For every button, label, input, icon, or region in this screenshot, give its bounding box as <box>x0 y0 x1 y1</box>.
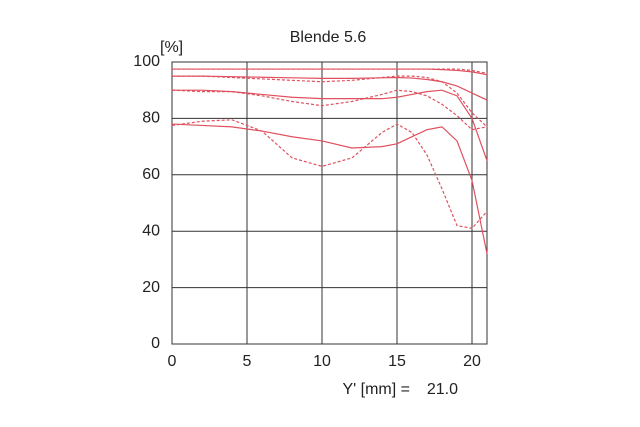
mtf-curve <box>171 89 488 131</box>
x-tick-label: 0 <box>168 353 177 370</box>
y-tick-label: 60 <box>142 166 160 183</box>
x-label: Y' [mm] = <box>342 381 410 398</box>
mtf-curve <box>172 68 488 74</box>
mtf-curve <box>172 75 488 101</box>
y-tick-label: 100 <box>133 53 160 70</box>
y-tick-label: 20 <box>142 279 160 296</box>
mtf-curve <box>171 119 488 230</box>
x-tick-label: 20 <box>463 353 481 370</box>
y-tick-label: 40 <box>142 222 160 239</box>
x-tick-label: 5 <box>243 353 252 370</box>
x-tick-label: 15 <box>388 353 406 370</box>
x-tick-label: 10 <box>313 353 331 370</box>
mtf-curve <box>172 68 488 76</box>
plot-frame <box>171 61 488 345</box>
mtf-curve <box>172 89 488 161</box>
y-unit: [%] <box>160 39 183 56</box>
mtf-curve <box>172 75 488 128</box>
chart-title: Blende 5.6 <box>290 29 367 46</box>
mtf-curve <box>171 123 488 254</box>
y-tick-label: 80 <box>142 110 160 127</box>
x-value: 21.0 <box>427 381 458 398</box>
y-tick-label: 0 <box>151 335 160 352</box>
